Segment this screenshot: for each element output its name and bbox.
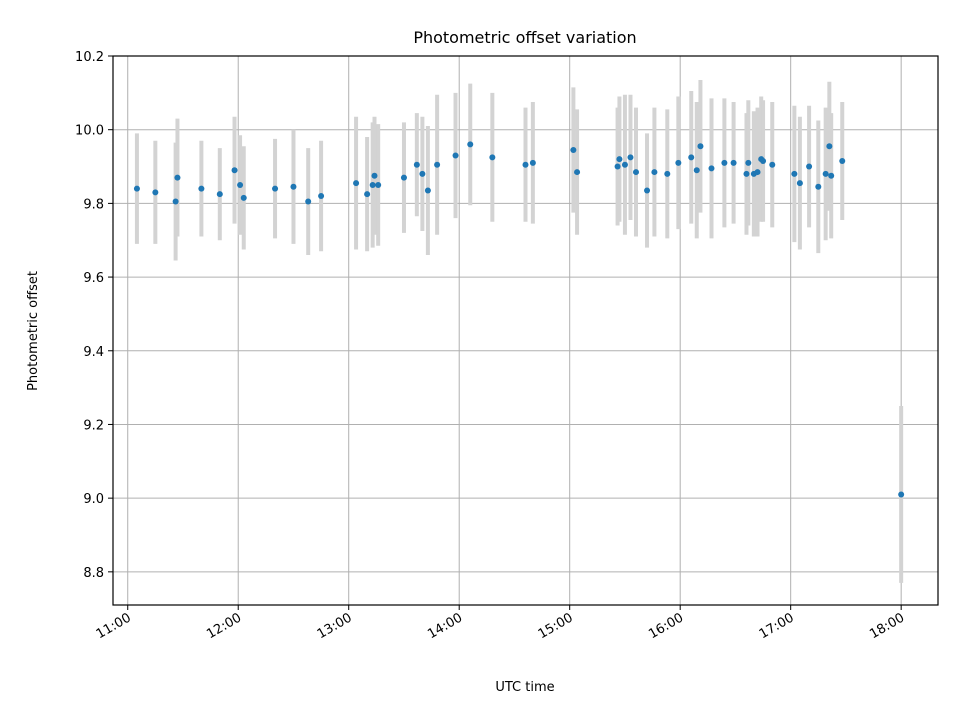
data-point (796, 180, 803, 187)
x-tick-label: 14:00 (425, 610, 465, 642)
x-axis-label: UTC time (495, 680, 554, 695)
data-point (760, 158, 767, 165)
data-point (839, 158, 846, 165)
y-axis-label: Photometric offset (26, 271, 41, 391)
data-point (898, 491, 905, 498)
data-point (172, 198, 179, 205)
data-point (806, 163, 813, 170)
data-point (369, 181, 376, 188)
y-tick-label: 10.0 (75, 124, 104, 139)
data-point (791, 170, 798, 177)
data-point (769, 161, 776, 168)
data-point (693, 167, 700, 174)
data-point (452, 152, 459, 159)
data-point (152, 189, 159, 196)
data-point (664, 170, 671, 177)
data-point (614, 163, 621, 170)
data-point (198, 185, 205, 192)
data-point (371, 172, 378, 179)
data-point (574, 169, 581, 176)
data-point (364, 191, 371, 198)
y-tick-label: 10.2 (75, 50, 104, 65)
data-point (721, 159, 728, 166)
data-point (318, 193, 325, 200)
data-point (828, 172, 835, 179)
data-point (272, 185, 279, 192)
data-point (815, 183, 822, 190)
data-point (675, 159, 682, 166)
data-point (616, 156, 623, 163)
data-point (697, 143, 704, 150)
y-axis-ticks: 8.8 9.0 9.2 9.4 9.6 9.8 10.0 10.2 (75, 50, 113, 581)
data-point (413, 161, 420, 168)
data-point (290, 183, 297, 190)
x-tick-label: 18:00 (867, 610, 907, 642)
data-point (644, 187, 651, 194)
data-point (133, 185, 140, 192)
data-point (745, 159, 752, 166)
data-point (489, 154, 496, 161)
x-tick-label: 15:00 (536, 610, 576, 642)
data-point (375, 181, 382, 188)
data-point (529, 159, 536, 166)
data-point (419, 170, 426, 177)
data-points (133, 141, 905, 498)
data-point (240, 194, 247, 201)
y-tick-label: 9.0 (83, 492, 104, 507)
chart-title: Photometric offset variation (413, 28, 636, 47)
data-point (237, 181, 244, 188)
data-point (621, 161, 628, 168)
y-tick-label: 9.8 (83, 197, 104, 212)
data-point (434, 161, 441, 168)
y-tick-label: 8.8 (83, 566, 104, 581)
data-point (754, 169, 761, 176)
data-point (424, 187, 431, 194)
y-tick-label: 9.2 (83, 418, 104, 433)
data-point (730, 159, 737, 166)
error-bars (134, 79, 904, 583)
data-point (522, 161, 529, 168)
data-point (216, 191, 223, 198)
x-tick-label: 13:00 (315, 610, 355, 642)
data-point (467, 141, 474, 148)
data-point (822, 170, 829, 177)
data-point (651, 169, 658, 176)
x-tick-label: 11:00 (94, 610, 134, 642)
data-point (570, 146, 577, 153)
data-point (400, 174, 407, 181)
data-point (627, 154, 634, 161)
x-tick-label: 16:00 (646, 610, 686, 642)
data-point (305, 198, 312, 205)
data-point (632, 169, 639, 176)
data-point (826, 143, 833, 150)
data-point (231, 167, 238, 174)
data-point (708, 165, 715, 172)
x-tick-label: 17:00 (757, 610, 797, 642)
x-tick-label: 12:00 (204, 610, 244, 642)
y-tick-label: 9.4 (83, 345, 104, 360)
x-axis-ticks: 11:00 12:00 13:00 14:00 15:00 16:00 17:00 18:00 (94, 605, 907, 642)
data-point (353, 180, 360, 187)
data-point (743, 170, 750, 177)
data-point (174, 174, 181, 181)
data-point (688, 154, 695, 161)
plot-frame (112, 55, 939, 606)
y-tick-label: 9.6 (83, 271, 104, 286)
